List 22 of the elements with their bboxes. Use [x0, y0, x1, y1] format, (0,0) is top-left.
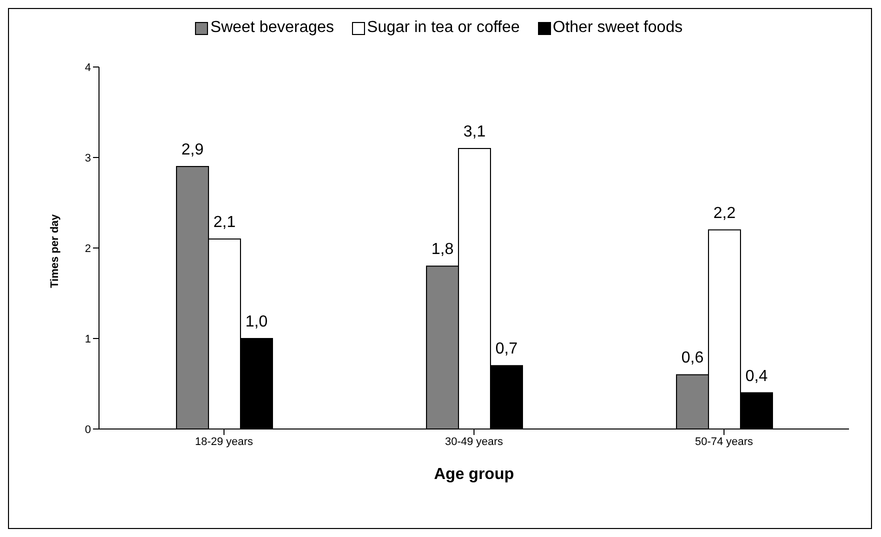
x-tick-label: 50-74 years — [694, 436, 754, 448]
data-label: 0,4 — [745, 368, 768, 385]
y-tick-label: 2 — [84, 242, 91, 255]
data-label: 1,8 — [431, 241, 454, 258]
legend-label: Other sweet foods — [552, 19, 683, 37]
y-tick-label: 0 — [84, 424, 91, 436]
y-tick-label: 4 — [84, 62, 91, 74]
x-tick-label: 18-29 years — [194, 436, 254, 448]
legend-label: Sugar in tea or coffee — [366, 19, 520, 37]
legend-label: Sweet beverages — [209, 19, 334, 37]
y-tick-label: 3 — [84, 152, 91, 164]
data-label: 2,1 — [213, 214, 236, 231]
x-tick-label: 30-49 years — [444, 436, 504, 448]
data-label: 0,6 — [681, 350, 704, 367]
data-label: 2,9 — [181, 142, 204, 159]
data-label: 3,1 — [463, 123, 486, 140]
y-tick-label: 1 — [84, 333, 91, 346]
x-axis-title: Age group — [434, 466, 514, 483]
data-label: 0,7 — [495, 340, 518, 358]
data-label: 1,0 — [245, 314, 268, 330]
data-label: 2,2 — [713, 204, 736, 222]
y-axis-title: Times per day — [48, 213, 61, 288]
